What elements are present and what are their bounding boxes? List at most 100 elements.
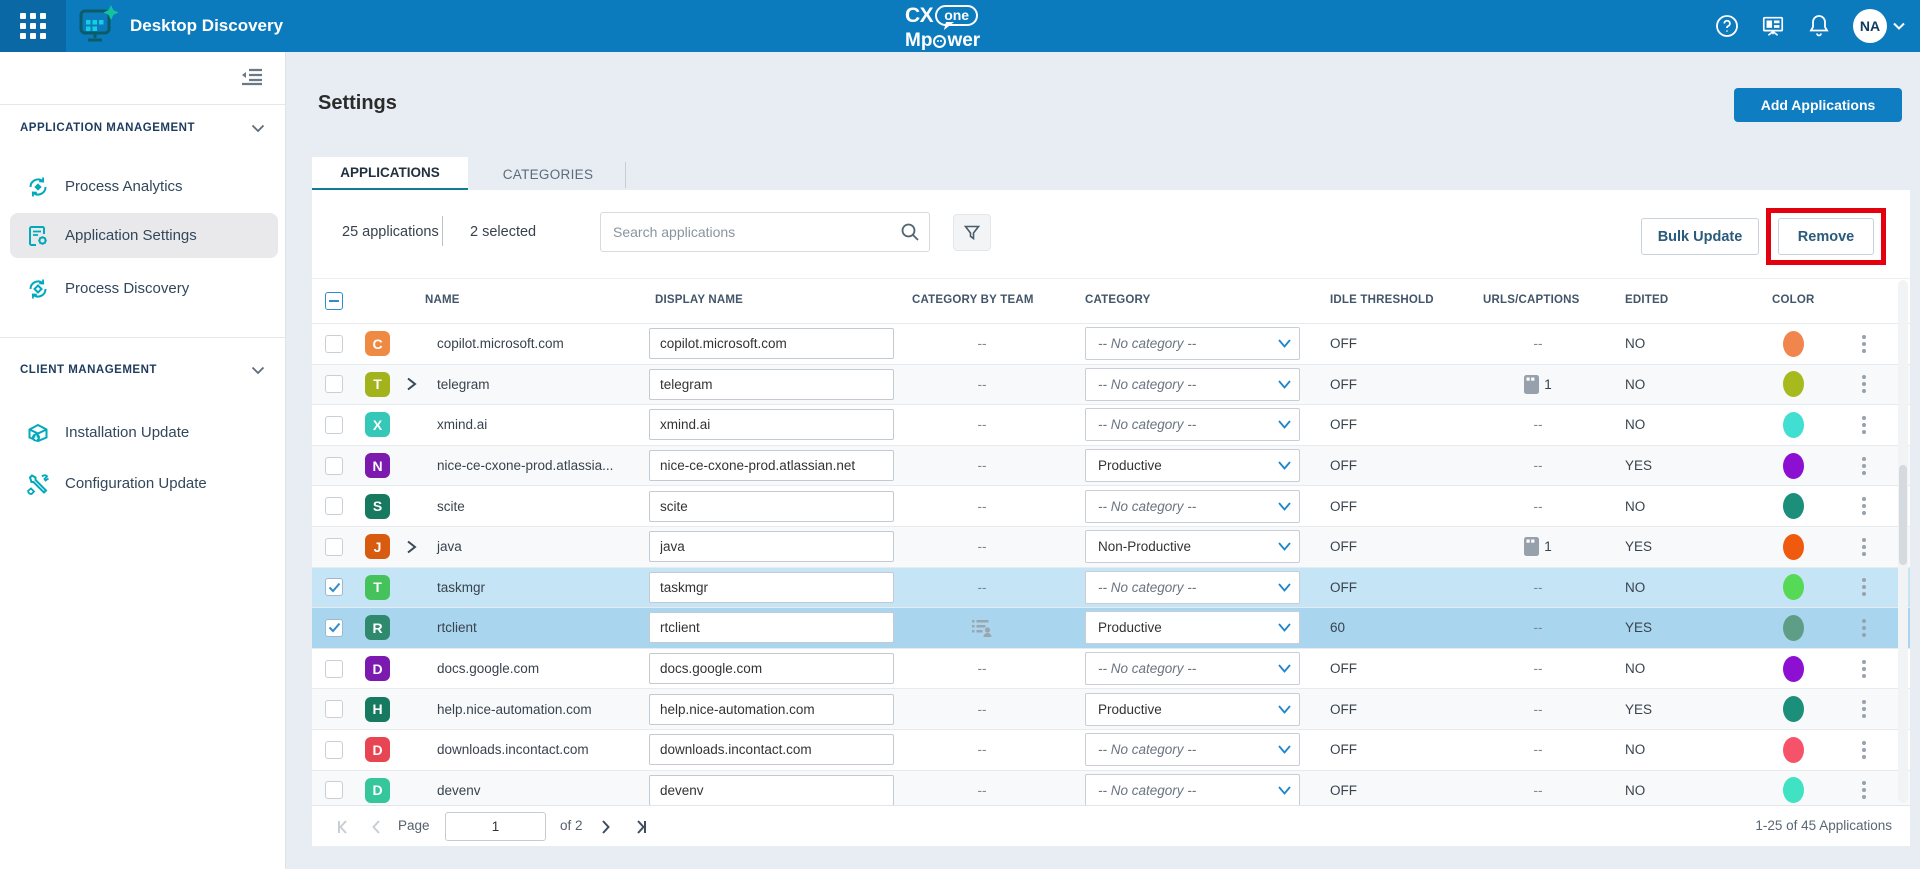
bulk-update-button[interactable]: Bulk Update (1641, 218, 1759, 255)
row-checkbox[interactable] (325, 618, 343, 637)
row-checkbox[interactable] (325, 497, 343, 516)
row-menu-button[interactable] (1856, 446, 1872, 486)
table-row[interactable]: S scite -- -- No category -- OFF -- NO (312, 485, 1910, 526)
row-checkbox[interactable] (325, 700, 343, 719)
category-select[interactable]: -- No category -- (1085, 773, 1300, 805)
select-all-checkbox[interactable] (325, 292, 343, 310)
category-select[interactable]: -- No category -- (1085, 733, 1300, 767)
remove-button[interactable]: Remove (1778, 218, 1874, 255)
category-select[interactable]: -- No category -- (1085, 367, 1300, 401)
category-select[interactable]: -- No category -- (1085, 489, 1300, 523)
row-menu-button[interactable] (1856, 649, 1872, 689)
presentation-icon[interactable] (1761, 14, 1785, 38)
table-row[interactable]: N nice-ce-cxone-prod.atlassia... -- Prod… (312, 444, 1910, 486)
row-checkbox[interactable] (325, 578, 343, 597)
display-name-input[interactable] (649, 774, 894, 805)
table-row[interactable]: T taskmgr -- -- No category -- OFF -- NO (312, 566, 1910, 608)
display-name-input[interactable] (649, 409, 894, 441)
display-name-input[interactable] (649, 693, 894, 725)
color-dot[interactable] (1782, 493, 1804, 520)
row-menu-button[interactable] (1856, 689, 1872, 729)
row-checkbox[interactable] (325, 781, 343, 800)
color-dot[interactable] (1782, 533, 1804, 560)
table-row[interactable]: H help.nice-automation.com -- Productive… (312, 688, 1910, 729)
table-row[interactable]: D downloads.incontact.com -- -- No categ… (312, 728, 1910, 770)
expand-chevron-icon[interactable] (406, 527, 426, 567)
display-name-input[interactable] (649, 328, 894, 360)
table-row[interactable]: X xmind.ai -- -- No category -- OFF -- N… (312, 404, 1910, 445)
row-menu-button[interactable] (1856, 405, 1872, 445)
row-menu-button[interactable] (1856, 568, 1872, 608)
sidebar-item-application-settings[interactable]: Application Settings (10, 213, 278, 258)
sidebar-item-process-analytics[interactable]: Process Analytics (10, 164, 278, 209)
scrollbar[interactable] (1898, 280, 1908, 803)
tab-applications[interactable]: APPLICATIONS (312, 157, 468, 191)
search-icon[interactable] (891, 222, 929, 242)
table-row[interactable]: C copilot.microsoft.com -- -- No categor… (312, 323, 1910, 364)
last-page-button[interactable] (632, 806, 648, 847)
color-dot[interactable] (1782, 452, 1804, 479)
table-row[interactable]: D devenv -- -- No category -- OFF -- NO (312, 769, 1910, 805)
color-dot[interactable] (1782, 371, 1804, 398)
category-select[interactable]: -- No category -- (1085, 570, 1300, 604)
add-applications-button[interactable]: Add Applications (1734, 88, 1902, 122)
row-menu-button[interactable] (1856, 365, 1872, 405)
scrollbar-thumb[interactable] (1899, 465, 1907, 565)
display-name-input[interactable] (649, 531, 894, 563)
display-name-input[interactable] (649, 490, 894, 522)
color-dot[interactable] (1782, 614, 1804, 641)
row-menu-button[interactable] (1856, 730, 1872, 770)
row-menu-button[interactable] (1856, 486, 1872, 526)
expand-chevron-icon[interactable] (406, 365, 426, 405)
user-menu[interactable]: NA (1853, 9, 1906, 43)
sidebar-item-configuration-update[interactable]: Configuration Update (10, 461, 278, 506)
row-checkbox[interactable] (325, 375, 343, 394)
search-input[interactable] (601, 224, 891, 240)
next-page-button[interactable] (600, 806, 612, 847)
table-row[interactable]: T telegram -- -- No category -- OFF 1 NO (312, 363, 1910, 405)
sidebar-item-process-discovery[interactable]: Process Discovery (10, 266, 278, 311)
color-dot[interactable] (1782, 777, 1804, 804)
sidebar-collapse-icon[interactable] (241, 68, 263, 91)
color-dot[interactable] (1782, 330, 1804, 357)
row-menu-button[interactable] (1856, 324, 1872, 364)
category-select[interactable]: Productive (1085, 692, 1300, 726)
row-menu-button[interactable] (1856, 608, 1872, 648)
table-row[interactable]: D docs.google.com -- -- No category -- O… (312, 647, 1910, 689)
section-client-management[interactable]: CLIENT MANAGEMENT (20, 364, 265, 376)
category-select[interactable]: -- No category -- (1085, 652, 1300, 686)
color-dot[interactable] (1782, 411, 1804, 438)
app-launcher-button[interactable] (0, 0, 66, 52)
color-dot[interactable] (1782, 574, 1804, 601)
row-checkbox[interactable] (325, 334, 343, 353)
table-row[interactable]: R rtclient Productive 60 -- YES (312, 607, 1910, 648)
display-name-input[interactable] (649, 734, 894, 766)
row-checkbox[interactable] (325, 456, 343, 475)
display-name-input[interactable] (649, 571, 894, 603)
first-page-button[interactable] (336, 806, 352, 847)
row-menu-button[interactable] (1856, 527, 1872, 567)
page-number-input[interactable] (445, 812, 546, 841)
row-menu-button[interactable] (1856, 771, 1872, 805)
category-select[interactable]: Productive (1085, 611, 1300, 645)
display-name-input[interactable] (649, 653, 894, 685)
category-select[interactable]: -- No category -- (1085, 408, 1300, 442)
section-application-management[interactable]: APPLICATION MANAGEMENT (20, 122, 265, 134)
help-icon[interactable] (1715, 14, 1739, 38)
sidebar-item-installation-update[interactable]: Installation Update (10, 410, 278, 455)
row-checkbox[interactable] (325, 537, 343, 556)
row-checkbox[interactable] (325, 740, 343, 759)
display-name-input[interactable] (649, 612, 894, 644)
display-name-input[interactable] (649, 368, 894, 400)
filter-button[interactable] (953, 214, 991, 251)
category-select[interactable]: Productive (1085, 449, 1300, 483)
color-dot[interactable] (1782, 736, 1804, 763)
color-dot[interactable] (1782, 655, 1804, 682)
row-checkbox[interactable] (325, 415, 343, 434)
row-checkbox[interactable] (325, 659, 343, 678)
category-select[interactable]: Non-Productive (1085, 530, 1300, 564)
category-select[interactable]: -- No category -- (1085, 327, 1300, 361)
previous-page-button[interactable] (370, 806, 382, 847)
display-name-input[interactable] (649, 450, 894, 482)
table-row[interactable]: J java -- Non-Productive OFF 1 YES (312, 525, 1910, 567)
